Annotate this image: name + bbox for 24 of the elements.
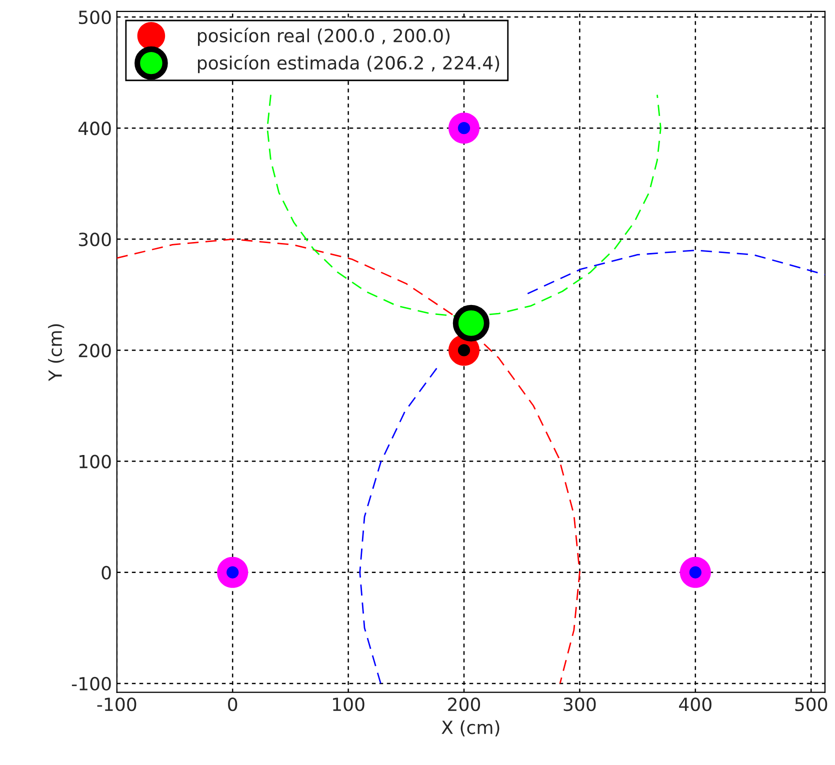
x-tick-label: 400 [679, 698, 712, 712]
x-tick-label: 100 [333, 698, 364, 712]
y-tick-label: 200 [78, 344, 111, 358]
x-tick-label: 0 [228, 698, 238, 712]
x-tick-label: 500 [795, 698, 828, 712]
point [217, 556, 248, 588]
y-tick-label: 500 [78, 10, 111, 24]
y-tick-label: 300 [78, 232, 111, 246]
point [448, 112, 480, 144]
y-axis-title: Y (cm) [48, 324, 64, 382]
x-tick-label: 300 [564, 698, 596, 712]
y-tick-label: -100 [72, 676, 111, 691]
point [680, 556, 711, 588]
x-tick-label: -100 [97, 698, 136, 712]
point [448, 334, 480, 366]
x-tick-label: 200 [448, 698, 480, 712]
point [452, 304, 490, 342]
x-axis-title: X (cm) [442, 720, 500, 736]
line-series [116, 238, 580, 684]
y-tick-label: 100 [80, 454, 111, 468]
y-tick-label: 0 [102, 566, 111, 580]
legend-label: posicíon estimada (206.2 , 224.4) [198, 54, 500, 74]
y-tick-label: 400 [78, 122, 111, 136]
legend-label: posicíon real (200.0 , 200.0) [198, 28, 450, 46]
